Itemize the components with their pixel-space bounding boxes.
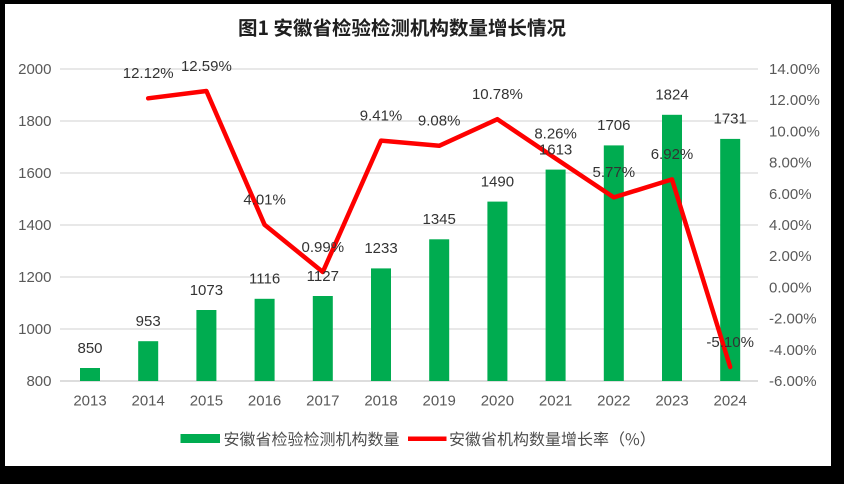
svg-text:4.00%: 4.00%	[769, 217, 812, 234]
svg-text:1200: 1200	[18, 269, 51, 286]
svg-text:800: 800	[26, 373, 51, 390]
svg-text:14.00%: 14.00%	[769, 61, 820, 78]
svg-text:1600: 1600	[18, 165, 51, 182]
svg-text:2024: 2024	[714, 393, 747, 410]
svg-text:12.12%: 12.12%	[123, 65, 174, 82]
svg-text:1073: 1073	[190, 282, 223, 299]
svg-text:0.00%: 0.00%	[769, 279, 812, 296]
svg-text:1613: 1613	[539, 141, 572, 158]
svg-text:2023: 2023	[655, 393, 688, 410]
svg-text:5.77%: 5.77%	[593, 164, 636, 181]
svg-text:1731: 1731	[714, 111, 747, 128]
svg-text:1706: 1706	[597, 117, 630, 134]
svg-text:-2.00%: -2.00%	[769, 311, 817, 328]
svg-text:10.00%: 10.00%	[769, 123, 820, 140]
svg-text:2020: 2020	[481, 393, 514, 410]
svg-text:1800: 1800	[18, 113, 51, 130]
svg-text:2000: 2000	[18, 61, 51, 78]
svg-text:2017: 2017	[306, 393, 339, 410]
svg-text:1127: 1127	[307, 268, 339, 285]
svg-text:2022: 2022	[597, 393, 630, 410]
svg-text:2018: 2018	[364, 393, 397, 410]
svg-text:1116: 1116	[249, 271, 280, 288]
svg-text:1000: 1000	[18, 321, 51, 338]
svg-text:2014: 2014	[132, 393, 165, 410]
svg-text:1824: 1824	[655, 87, 688, 104]
svg-text:8.00%: 8.00%	[769, 155, 812, 172]
svg-text:0.99%: 0.99%	[302, 239, 345, 256]
svg-text:12.59%: 12.59%	[181, 58, 232, 75]
svg-text:6.00%: 6.00%	[769, 186, 812, 203]
svg-text:850: 850	[77, 340, 102, 357]
svg-text:12.00%: 12.00%	[769, 92, 820, 109]
svg-text:1233: 1233	[364, 240, 397, 257]
svg-text:1490: 1490	[481, 173, 514, 190]
svg-text:9.41%: 9.41%	[360, 107, 403, 124]
svg-text:-4.00%: -4.00%	[769, 342, 817, 359]
svg-text:2015: 2015	[190, 393, 223, 410]
svg-text:4.01%: 4.01%	[243, 192, 286, 209]
svg-text:9.08%: 9.08%	[418, 113, 461, 130]
svg-text:2016: 2016	[248, 393, 281, 410]
svg-text:1400: 1400	[18, 217, 51, 234]
svg-text:2013: 2013	[73, 393, 106, 410]
svg-text:-6.00%: -6.00%	[769, 373, 817, 390]
svg-text:-5.10%: -5.10%	[706, 334, 754, 351]
svg-text:2.00%: 2.00%	[769, 248, 812, 265]
svg-text:8.26%: 8.26%	[534, 125, 577, 142]
svg-text:2019: 2019	[423, 393, 456, 410]
svg-text:2021: 2021	[539, 393, 572, 410]
svg-text:10.78%: 10.78%	[472, 86, 523, 103]
svg-text:1345: 1345	[423, 211, 456, 228]
svg-text:6.92%: 6.92%	[651, 146, 694, 163]
svg-text:953: 953	[136, 313, 161, 330]
